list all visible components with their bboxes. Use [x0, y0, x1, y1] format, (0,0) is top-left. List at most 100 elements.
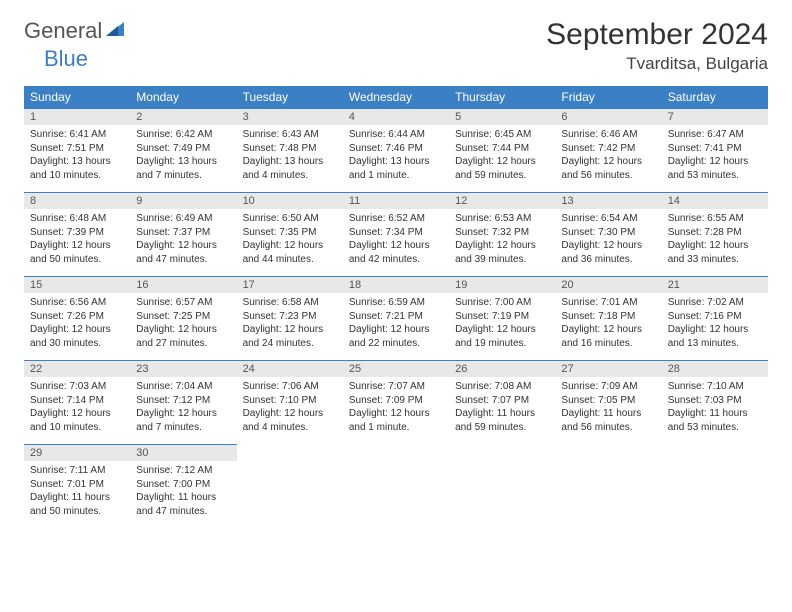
day-number: 17	[237, 276, 343, 293]
day-number: 6	[555, 108, 661, 125]
calendar-cell	[237, 444, 343, 528]
calendar-cell: 26Sunrise: 7:08 AMSunset: 7:07 PMDayligh…	[449, 360, 555, 444]
calendar-table: Sunday Monday Tuesday Wednesday Thursday…	[24, 86, 768, 528]
day-details: Sunrise: 6:54 AMSunset: 7:30 PMDaylight:…	[555, 209, 661, 269]
weekday-header: Monday	[130, 86, 236, 108]
day-number: 16	[130, 276, 236, 293]
calendar-cell	[555, 444, 661, 528]
weekday-header: Saturday	[662, 86, 768, 108]
day-number: 7	[662, 108, 768, 125]
day-number: 1	[24, 108, 130, 125]
day-number: 18	[343, 276, 449, 293]
day-details: Sunrise: 6:45 AMSunset: 7:44 PMDaylight:…	[449, 125, 555, 185]
day-details: Sunrise: 6:44 AMSunset: 7:46 PMDaylight:…	[343, 125, 449, 185]
calendar-cell	[449, 444, 555, 528]
calendar-cell: 6Sunrise: 6:46 AMSunset: 7:42 PMDaylight…	[555, 108, 661, 192]
calendar-cell: 9Sunrise: 6:49 AMSunset: 7:37 PMDaylight…	[130, 192, 236, 276]
day-details: Sunrise: 7:10 AMSunset: 7:03 PMDaylight:…	[662, 377, 768, 437]
day-details: Sunrise: 7:11 AMSunset: 7:01 PMDaylight:…	[24, 461, 130, 521]
day-number: 9	[130, 192, 236, 209]
day-details: Sunrise: 6:50 AMSunset: 7:35 PMDaylight:…	[237, 209, 343, 269]
calendar-cell: 3Sunrise: 6:43 AMSunset: 7:48 PMDaylight…	[237, 108, 343, 192]
location-label: Tvarditsa, Bulgaria	[546, 54, 768, 74]
day-details: Sunrise: 7:01 AMSunset: 7:18 PMDaylight:…	[555, 293, 661, 353]
weekday-header-row: Sunday Monday Tuesday Wednesday Thursday…	[24, 86, 768, 108]
day-number: 29	[24, 444, 130, 461]
day-details: Sunrise: 6:47 AMSunset: 7:41 PMDaylight:…	[662, 125, 768, 185]
day-number: 28	[662, 360, 768, 377]
calendar-cell: 10Sunrise: 6:50 AMSunset: 7:35 PMDayligh…	[237, 192, 343, 276]
calendar-cell: 1Sunrise: 6:41 AMSunset: 7:51 PMDaylight…	[24, 108, 130, 192]
calendar-cell: 27Sunrise: 7:09 AMSunset: 7:05 PMDayligh…	[555, 360, 661, 444]
day-details: Sunrise: 7:09 AMSunset: 7:05 PMDaylight:…	[555, 377, 661, 437]
calendar-cell: 2Sunrise: 6:42 AMSunset: 7:49 PMDaylight…	[130, 108, 236, 192]
calendar-cell: 4Sunrise: 6:44 AMSunset: 7:46 PMDaylight…	[343, 108, 449, 192]
day-details: Sunrise: 7:02 AMSunset: 7:16 PMDaylight:…	[662, 293, 768, 353]
header: General September 2024 Tvarditsa, Bulgar…	[24, 18, 768, 74]
day-details: Sunrise: 6:46 AMSunset: 7:42 PMDaylight:…	[555, 125, 661, 185]
day-number: 13	[555, 192, 661, 209]
brand-logo: General	[24, 18, 130, 44]
day-number: 4	[343, 108, 449, 125]
brand-text-general: General	[24, 18, 102, 44]
day-number: 8	[24, 192, 130, 209]
day-number: 15	[24, 276, 130, 293]
day-number: 21	[662, 276, 768, 293]
calendar-cell: 18Sunrise: 6:59 AMSunset: 7:21 PMDayligh…	[343, 276, 449, 360]
day-details: Sunrise: 6:48 AMSunset: 7:39 PMDaylight:…	[24, 209, 130, 269]
day-details: Sunrise: 6:52 AMSunset: 7:34 PMDaylight:…	[343, 209, 449, 269]
day-details: Sunrise: 7:07 AMSunset: 7:09 PMDaylight:…	[343, 377, 449, 437]
weekday-header: Sunday	[24, 86, 130, 108]
brand-text-blue: Blue	[44, 46, 88, 72]
calendar-row: 22Sunrise: 7:03 AMSunset: 7:14 PMDayligh…	[24, 360, 768, 444]
day-number: 14	[662, 192, 768, 209]
calendar-cell: 23Sunrise: 7:04 AMSunset: 7:12 PMDayligh…	[130, 360, 236, 444]
day-details: Sunrise: 7:08 AMSunset: 7:07 PMDaylight:…	[449, 377, 555, 437]
day-details: Sunrise: 6:57 AMSunset: 7:25 PMDaylight:…	[130, 293, 236, 353]
calendar-cell: 19Sunrise: 7:00 AMSunset: 7:19 PMDayligh…	[449, 276, 555, 360]
calendar-cell: 22Sunrise: 7:03 AMSunset: 7:14 PMDayligh…	[24, 360, 130, 444]
day-details: Sunrise: 7:04 AMSunset: 7:12 PMDaylight:…	[130, 377, 236, 437]
calendar-cell: 15Sunrise: 6:56 AMSunset: 7:26 PMDayligh…	[24, 276, 130, 360]
day-number: 30	[130, 444, 236, 461]
calendar-cell: 20Sunrise: 7:01 AMSunset: 7:18 PMDayligh…	[555, 276, 661, 360]
calendar-cell: 13Sunrise: 6:54 AMSunset: 7:30 PMDayligh…	[555, 192, 661, 276]
calendar-cell: 7Sunrise: 6:47 AMSunset: 7:41 PMDaylight…	[662, 108, 768, 192]
day-number: 11	[343, 192, 449, 209]
weekday-header: Tuesday	[237, 86, 343, 108]
calendar-row: 15Sunrise: 6:56 AMSunset: 7:26 PMDayligh…	[24, 276, 768, 360]
day-number: 3	[237, 108, 343, 125]
calendar-cell: 16Sunrise: 6:57 AMSunset: 7:25 PMDayligh…	[130, 276, 236, 360]
calendar-cell: 29Sunrise: 7:11 AMSunset: 7:01 PMDayligh…	[24, 444, 130, 528]
calendar-cell: 24Sunrise: 7:06 AMSunset: 7:10 PMDayligh…	[237, 360, 343, 444]
day-details: Sunrise: 7:03 AMSunset: 7:14 PMDaylight:…	[24, 377, 130, 437]
calendar-cell: 14Sunrise: 6:55 AMSunset: 7:28 PMDayligh…	[662, 192, 768, 276]
calendar-cell: 25Sunrise: 7:07 AMSunset: 7:09 PMDayligh…	[343, 360, 449, 444]
day-number: 5	[449, 108, 555, 125]
day-details: Sunrise: 7:12 AMSunset: 7:00 PMDaylight:…	[130, 461, 236, 521]
day-details: Sunrise: 6:49 AMSunset: 7:37 PMDaylight:…	[130, 209, 236, 269]
day-number: 26	[449, 360, 555, 377]
calendar-cell: 12Sunrise: 6:53 AMSunset: 7:32 PMDayligh…	[449, 192, 555, 276]
day-details: Sunrise: 6:56 AMSunset: 7:26 PMDaylight:…	[24, 293, 130, 353]
day-number: 12	[449, 192, 555, 209]
month-title: September 2024	[546, 18, 768, 52]
calendar-cell: 5Sunrise: 6:45 AMSunset: 7:44 PMDaylight…	[449, 108, 555, 192]
day-number: 22	[24, 360, 130, 377]
day-number: 27	[555, 360, 661, 377]
day-details: Sunrise: 6:53 AMSunset: 7:32 PMDaylight:…	[449, 209, 555, 269]
day-number: 23	[130, 360, 236, 377]
day-number: 25	[343, 360, 449, 377]
day-details: Sunrise: 6:41 AMSunset: 7:51 PMDaylight:…	[24, 125, 130, 185]
sail-icon	[106, 20, 128, 43]
weekday-header: Wednesday	[343, 86, 449, 108]
calendar-row: 8Sunrise: 6:48 AMSunset: 7:39 PMDaylight…	[24, 192, 768, 276]
calendar-cell: 28Sunrise: 7:10 AMSunset: 7:03 PMDayligh…	[662, 360, 768, 444]
weekday-header: Thursday	[449, 86, 555, 108]
day-number: 10	[237, 192, 343, 209]
calendar-cell: 8Sunrise: 6:48 AMSunset: 7:39 PMDaylight…	[24, 192, 130, 276]
calendar-cell	[662, 444, 768, 528]
calendar-cell: 17Sunrise: 6:58 AMSunset: 7:23 PMDayligh…	[237, 276, 343, 360]
day-number: 20	[555, 276, 661, 293]
calendar-row: 29Sunrise: 7:11 AMSunset: 7:01 PMDayligh…	[24, 444, 768, 528]
